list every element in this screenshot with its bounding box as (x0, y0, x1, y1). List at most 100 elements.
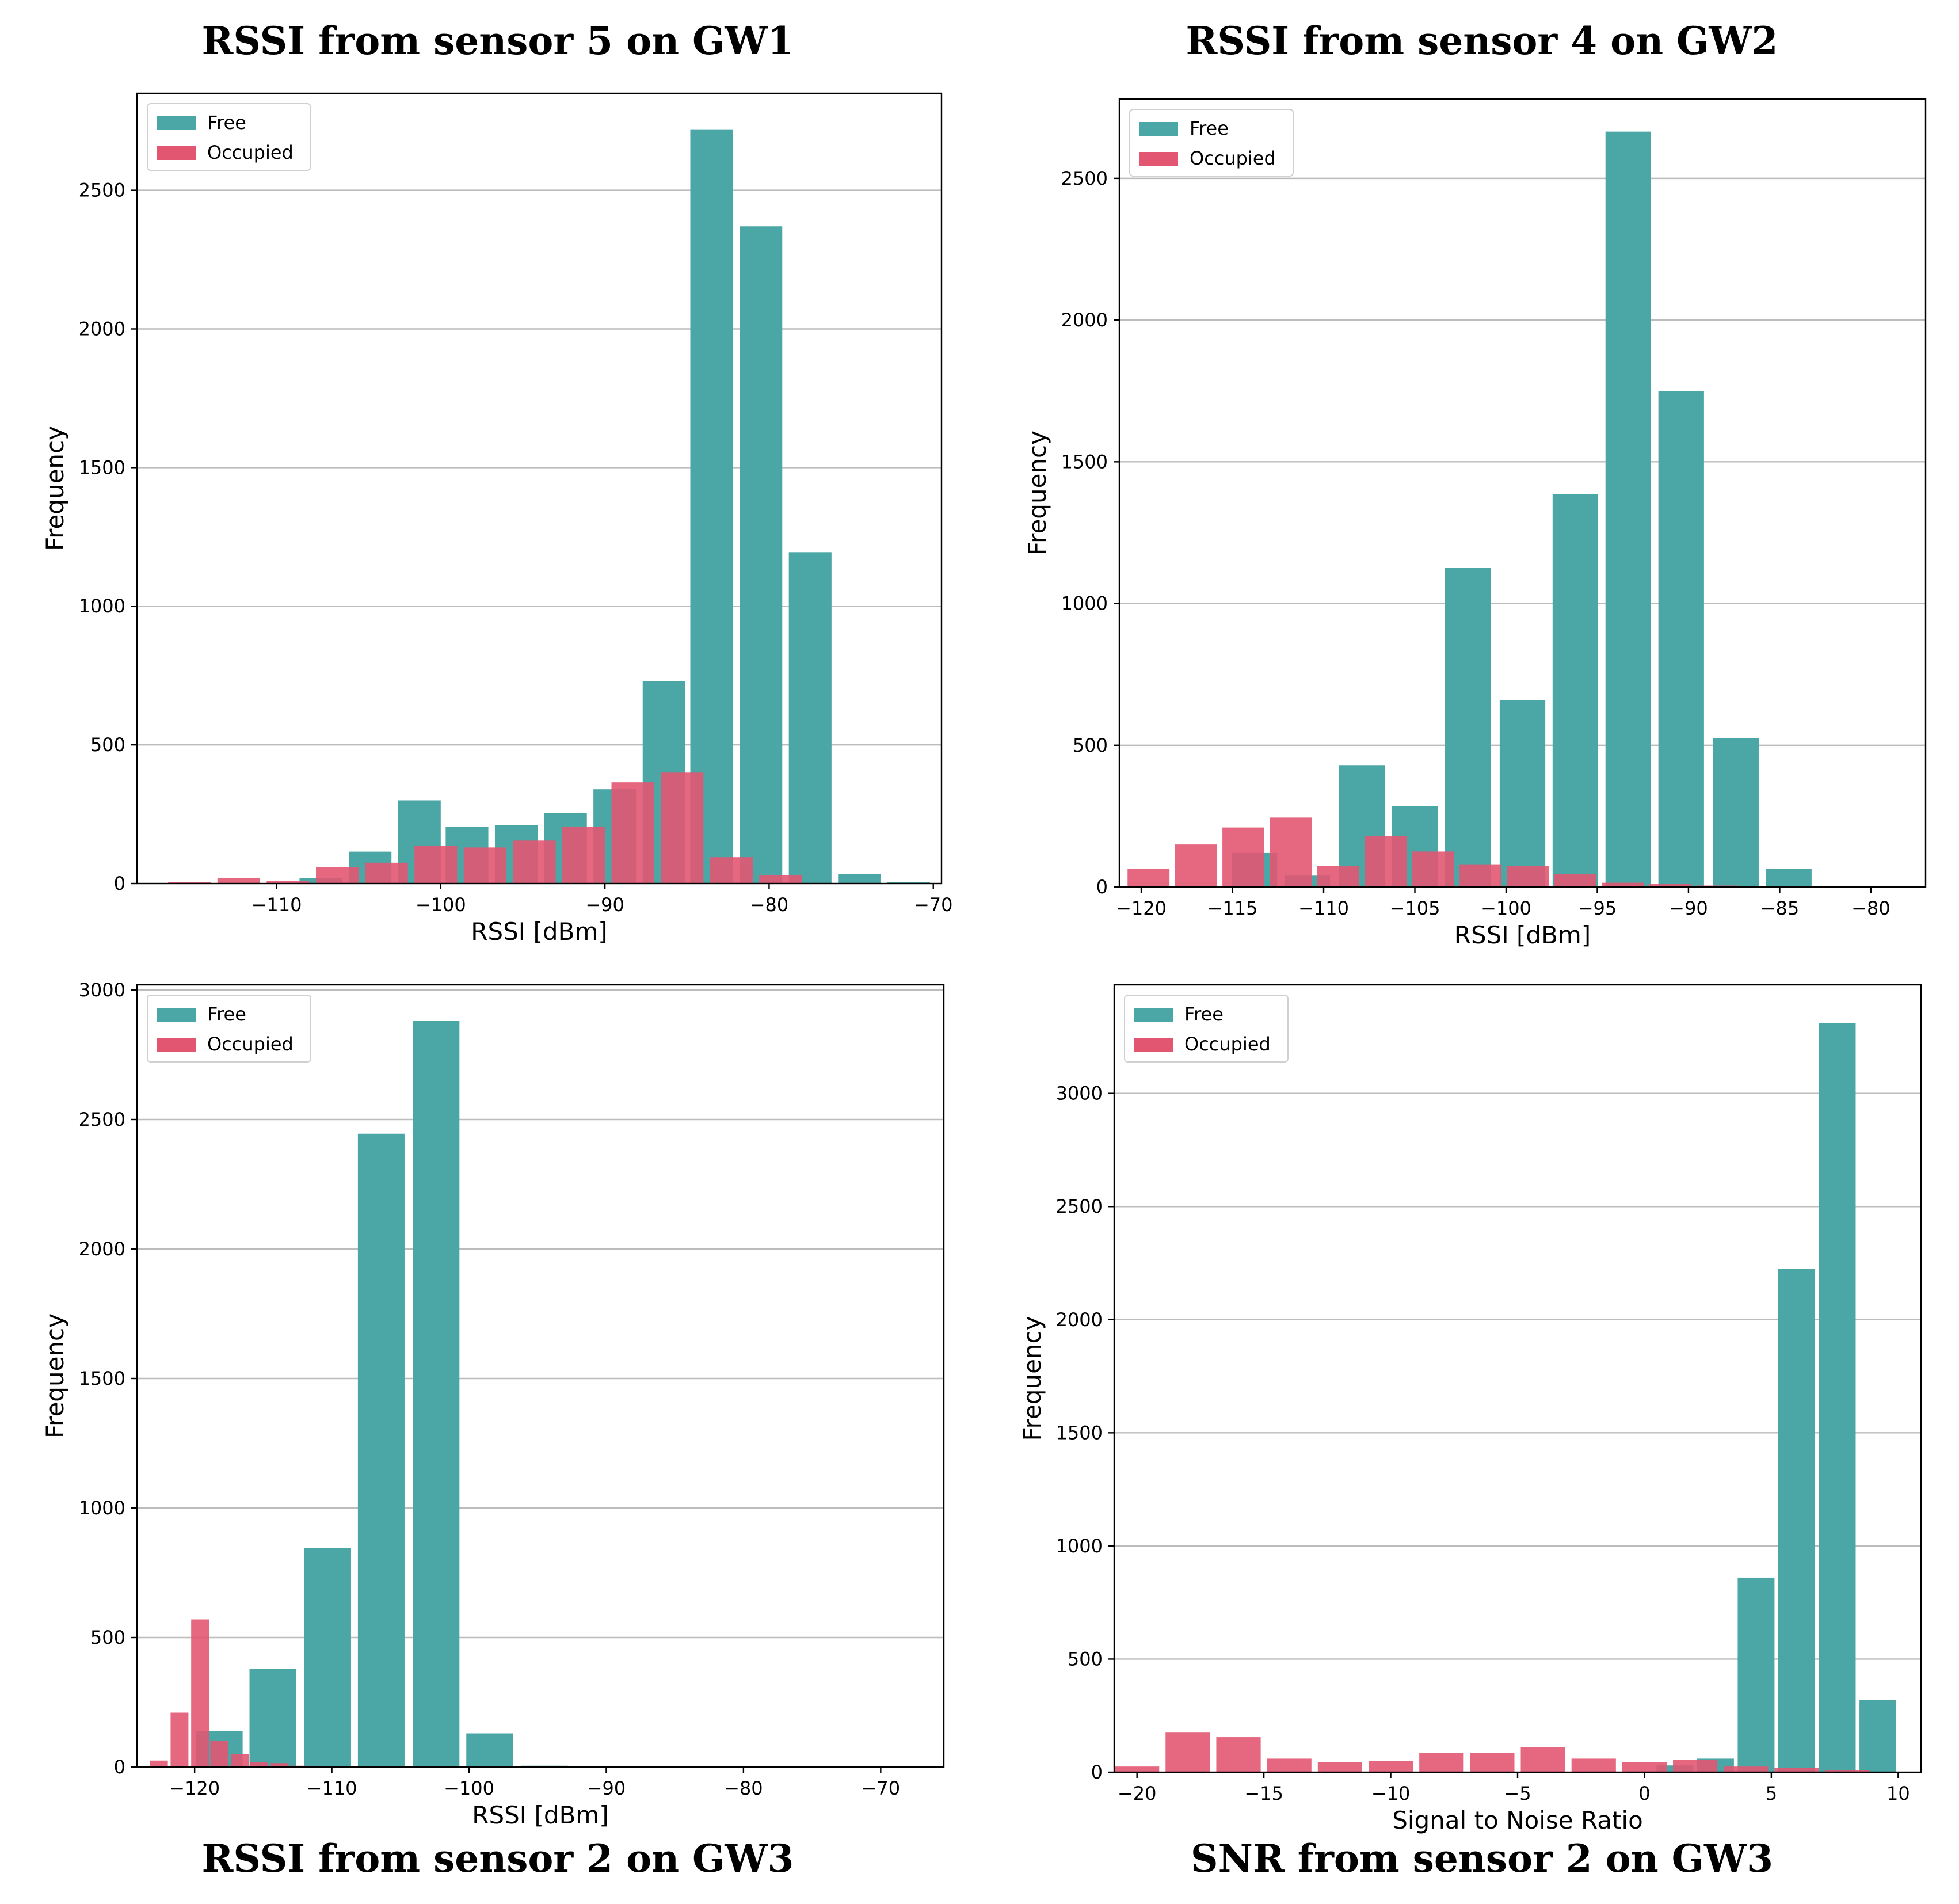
occupied-bar (266, 881, 310, 884)
occupied-bar (270, 1763, 289, 1767)
y-tick-label: 1500 (1061, 451, 1108, 473)
free-bar (1778, 1269, 1815, 1772)
x-tick-label: −90 (1669, 897, 1708, 919)
occupied-legend-swatch (1134, 1038, 1173, 1052)
occupied-bar (1825, 1770, 1870, 1772)
free-bar (466, 1733, 513, 1767)
occupied-bar (250, 1762, 268, 1767)
y-tick-label: 2500 (79, 180, 125, 201)
x-tick-label: 5 (1766, 1783, 1777, 1804)
occupied-bar (1115, 1766, 1160, 1772)
free-bar (887, 882, 931, 884)
x-tick-label: −15 (1244, 1783, 1283, 1804)
x-axis-label: RSSI [dBm] (472, 1801, 608, 1829)
occupied-bar (1317, 866, 1359, 887)
x-tick-label: 0 (1638, 1783, 1650, 1804)
occupied-bar (1368, 1761, 1413, 1772)
y-tick-label: 500 (1073, 734, 1108, 756)
x-tick-label: −105 (1390, 897, 1440, 919)
occupied-bar (562, 827, 605, 884)
free-legend-swatch (157, 1008, 196, 1022)
occupied-legend-swatch (1139, 152, 1178, 166)
free-legend-swatch (1134, 1008, 1173, 1022)
legend: Free Occupied (1124, 995, 1289, 1063)
y-axis-label: Frequency (1023, 431, 1051, 555)
occupied-bar (1774, 1768, 1819, 1772)
occupied-bar (1673, 1760, 1718, 1772)
y-tick-label: 0 (114, 1756, 125, 1778)
occupied-bar (1317, 1762, 1362, 1772)
x-tick-label: −115 (1207, 897, 1258, 919)
free-bar (1819, 1023, 1856, 1772)
occupied-bar (1571, 1758, 1616, 1772)
y-tick-label: 2500 (1061, 167, 1108, 189)
x-axis-label: RSSI [dBm] (471, 917, 607, 946)
legend-label: Occupied (1190, 147, 1276, 169)
occupied-bar (210, 1741, 228, 1767)
occupied-bar (1127, 868, 1170, 887)
occupied-bar (1270, 817, 1312, 887)
legend: Free Occupied (147, 103, 311, 171)
x-tick-label: −120 (1116, 897, 1167, 919)
y-tick-label: 1000 (79, 595, 125, 617)
free-bar (413, 1021, 460, 1767)
x-tick-label: −100 (416, 894, 466, 916)
x-tick-label: −90 (585, 894, 624, 916)
free-bar (1859, 1700, 1897, 1772)
y-axis-label: Frequency (41, 1313, 69, 1438)
occupied-bar (150, 1760, 168, 1767)
plot-frame (136, 92, 943, 885)
y-tick-label: 2000 (79, 1238, 125, 1260)
legend-label: Free (207, 1003, 246, 1025)
x-axis-label: Signal to Noise Ratio (1392, 1806, 1643, 1834)
y-tick-label: 1000 (79, 1497, 125, 1519)
legend: Free Occupied (147, 995, 311, 1063)
free-bar (1766, 868, 1812, 887)
occupied-bar (231, 1754, 249, 1767)
occupied-bar (1622, 1762, 1667, 1772)
occupied-bar (759, 875, 802, 884)
chart-2: RSSI from sensor 4 on GW2 0 500 1000 1500 200… (1023, 18, 1927, 949)
x-tick-label: −110 (251, 894, 302, 916)
y-tick-label: 3000 (1056, 1083, 1103, 1105)
occupied-bar (1419, 1753, 1464, 1772)
x-tick-label: −70 (914, 894, 953, 916)
free-bar (690, 129, 733, 884)
occupied-bar (1649, 884, 1691, 887)
x-tick-label: −120 (169, 1777, 220, 1799)
occupied-bar (1267, 1758, 1312, 1772)
free-bar (304, 1548, 351, 1767)
occupied-bar (217, 878, 260, 884)
occupied-bar (710, 857, 753, 884)
y-tick-label: 2500 (79, 1109, 125, 1130)
x-tick-label: −20 (1118, 1783, 1157, 1804)
chart-1: RSSI from sensor 5 on GW1 0 500 1000 1500 200… (41, 18, 953, 946)
occupied-bar (315, 867, 359, 884)
occupied-legend-swatch (157, 146, 196, 160)
occupied-bar (191, 1619, 209, 1767)
legend-label: Free (1184, 1003, 1224, 1025)
occupied-bar (1724, 1766, 1769, 1772)
chart-title: RSSI from sensor 2 on GW3 (202, 1836, 794, 1881)
free-bar (838, 874, 881, 884)
occupied-bar (1412, 851, 1454, 887)
y-tick-label: 0 (1096, 876, 1108, 898)
y-tick-label: 1000 (1056, 1535, 1103, 1557)
free-bar (1445, 568, 1491, 887)
legend-label: Free (207, 112, 246, 134)
free-bar (740, 226, 783, 884)
y-tick-label: 1000 (1061, 593, 1108, 615)
free-bar (1713, 738, 1759, 887)
x-tick-label: −80 (750, 894, 789, 916)
legend-label: Free (1190, 117, 1229, 139)
free-bar (249, 1669, 296, 1767)
y-tick-label: 0 (114, 873, 125, 894)
chart-title: SNR from sensor 2 on GW3 (1191, 1836, 1773, 1881)
x-tick-label: −95 (1578, 897, 1617, 919)
occupied-bar (365, 862, 408, 884)
free-bar (788, 552, 832, 884)
occupied-bar (1175, 844, 1217, 887)
occupied-bar (1470, 1753, 1515, 1772)
y-tick-label: 1500 (1056, 1422, 1103, 1444)
